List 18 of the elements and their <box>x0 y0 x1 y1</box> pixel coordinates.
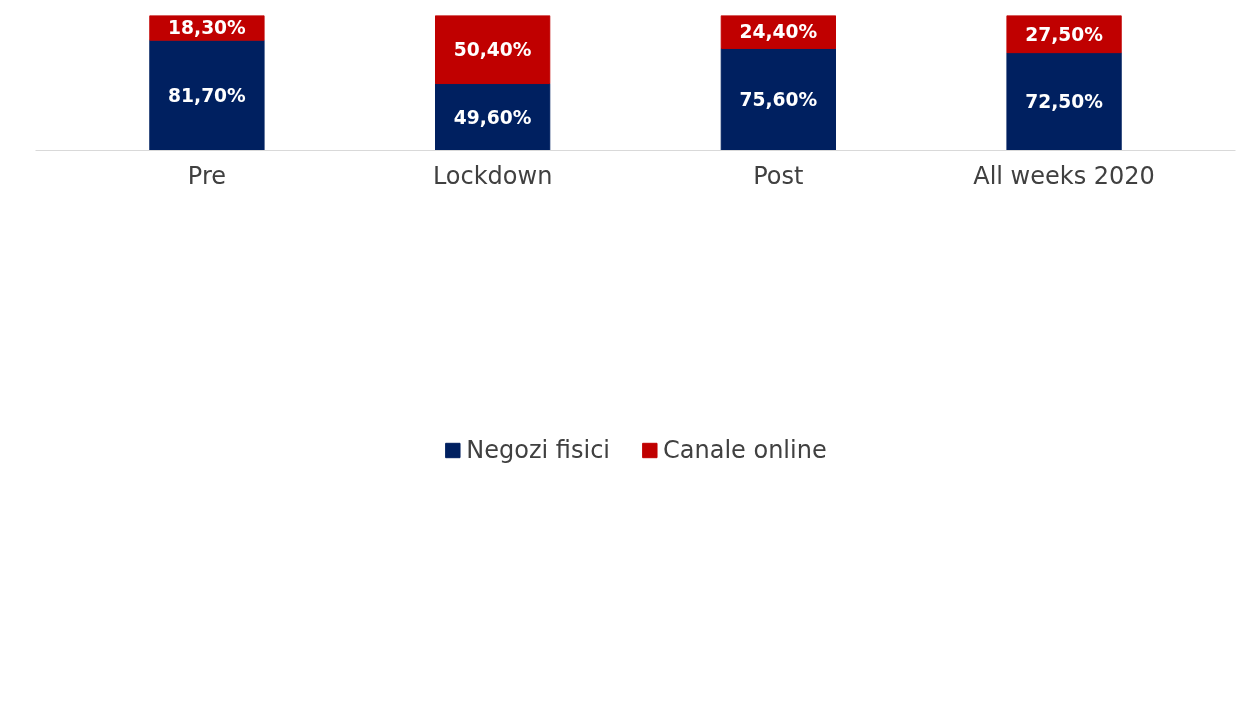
bar <box>149 39 265 151</box>
legend-label: Negozi fisici <box>466 436 611 464</box>
data-label: 75,60% <box>739 88 818 110</box>
data-label: 27,50% <box>1025 23 1104 45</box>
x-tick-label: Lockdown <box>432 161 553 190</box>
data-label: 24,40% <box>739 21 818 43</box>
data-label: 50,40% <box>453 39 532 61</box>
x-tick-label: All weeks 2020 <box>973 161 1155 190</box>
x-tick-label: Pre <box>187 161 227 190</box>
data-label: 18,30% <box>168 17 247 39</box>
data-label: 81,70% <box>168 84 247 106</box>
data-label: 72,50% <box>1025 91 1104 113</box>
bar <box>720 47 836 151</box>
data-label: 49,60% <box>453 106 532 128</box>
legend-label: Canale online <box>663 436 827 464</box>
bar <box>1006 52 1122 151</box>
x-tick-label: Post <box>753 161 804 190</box>
bar <box>435 15 551 85</box>
